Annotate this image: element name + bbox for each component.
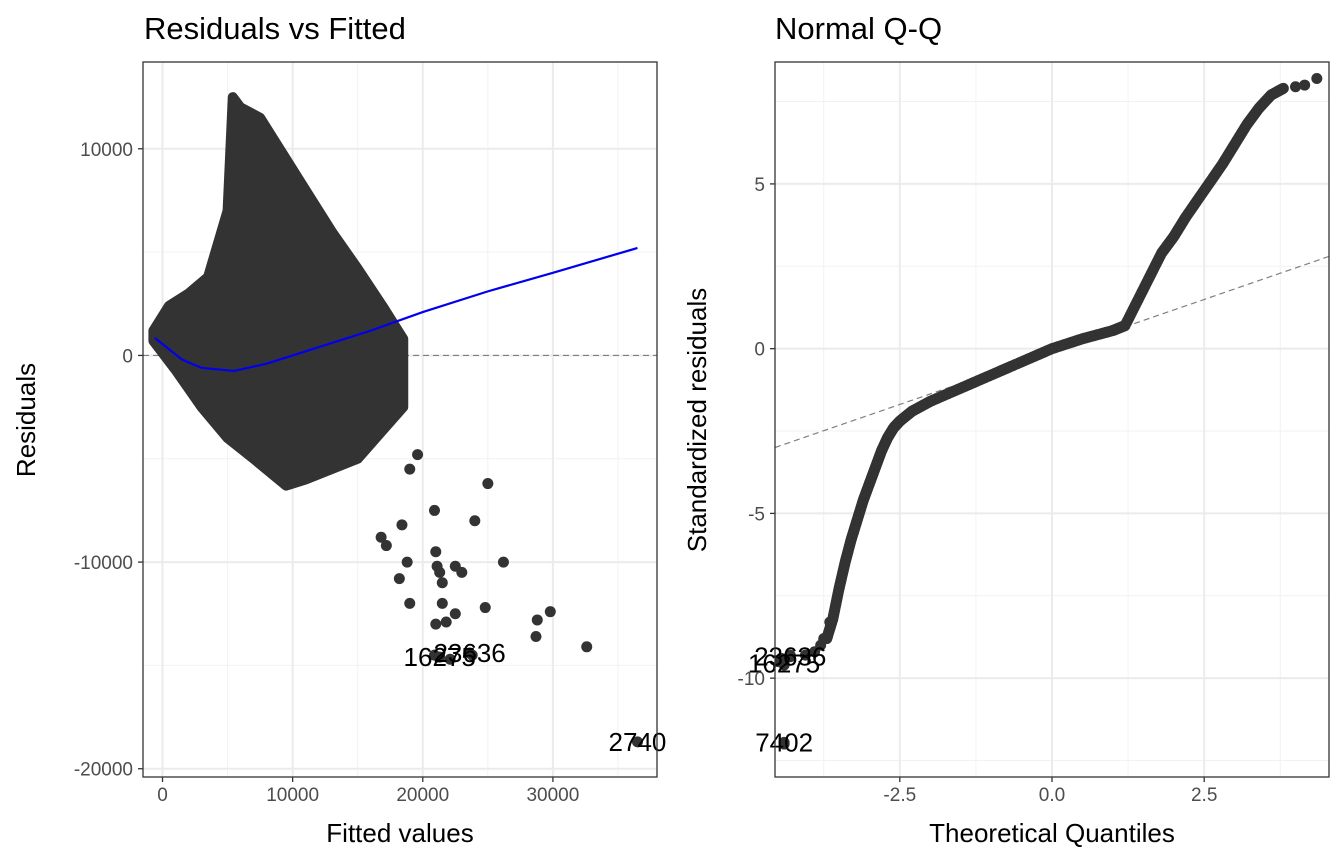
outlier-point bbox=[784, 651, 796, 663]
data-point bbox=[824, 616, 836, 628]
outlier-label: 7402 bbox=[755, 727, 813, 757]
x-tick-label: -2.5 bbox=[883, 785, 916, 806]
data-point bbox=[412, 449, 424, 461]
plot-area bbox=[143, 92, 657, 748]
data-point bbox=[440, 616, 452, 628]
y-axis-title: Residuals bbox=[11, 363, 41, 477]
x-tick-label: 30000 bbox=[526, 785, 579, 806]
data-point bbox=[444, 653, 456, 665]
outlier-point bbox=[631, 736, 643, 748]
data-point bbox=[428, 504, 440, 516]
normal-qq-panel: Normal Q-Q Theoretical Quantiles Standar… bbox=[682, 11, 1330, 848]
data-point bbox=[818, 633, 830, 645]
y-tick-label: -20000 bbox=[74, 760, 133, 781]
data-point bbox=[396, 519, 408, 531]
y-tick-label: -10 bbox=[738, 669, 765, 690]
data-point bbox=[479, 602, 491, 614]
outlier-label: 16275 bbox=[748, 648, 820, 678]
x-tick-label: 0 bbox=[157, 785, 168, 806]
x-axis-title: Fitted values bbox=[326, 818, 473, 848]
data-point bbox=[1311, 72, 1323, 84]
residuals-vs-fitted-panel: Residuals vs Fitted Fitted values Residu… bbox=[11, 11, 666, 848]
x-axis-title: Theoretical Quantiles bbox=[929, 818, 1175, 848]
data-point bbox=[404, 463, 416, 475]
data-point bbox=[799, 649, 811, 661]
outlier-label: 2740 bbox=[609, 727, 667, 757]
x-tick-label: 0.0 bbox=[1039, 785, 1065, 806]
y-tick-label: 0 bbox=[754, 340, 765, 361]
y-tick-label: 0 bbox=[122, 346, 133, 367]
data-point bbox=[436, 577, 448, 589]
data-point bbox=[430, 618, 442, 630]
data-point bbox=[401, 556, 413, 568]
chart-title: Residuals vs Fitted bbox=[144, 11, 406, 46]
data-point bbox=[1299, 79, 1311, 91]
data-point bbox=[469, 515, 481, 527]
chart-title: Normal Q-Q bbox=[775, 11, 942, 46]
data-point bbox=[482, 478, 494, 490]
data-point bbox=[431, 560, 443, 572]
x-tick-label: 2.5 bbox=[1191, 785, 1217, 806]
data-point bbox=[430, 546, 442, 558]
y-tick-label: -5 bbox=[748, 504, 765, 525]
data-point bbox=[380, 540, 392, 552]
data-point bbox=[393, 573, 405, 585]
data-point bbox=[375, 531, 387, 543]
x-tick-label: 10000 bbox=[266, 785, 319, 806]
data-point bbox=[449, 608, 461, 620]
y-tick-label: 5 bbox=[754, 175, 765, 196]
data-point bbox=[1290, 81, 1302, 93]
data-point bbox=[404, 597, 416, 609]
data-point bbox=[581, 641, 593, 653]
y-tick-label: -10000 bbox=[74, 553, 133, 574]
y-axis-title: Standardized residuals bbox=[682, 288, 712, 553]
point-cloud bbox=[148, 92, 409, 491]
outlier-point bbox=[434, 651, 446, 663]
outlier-point bbox=[464, 647, 476, 659]
data-point bbox=[456, 566, 468, 578]
outlier-label: 23636 bbox=[754, 642, 826, 672]
panel-border bbox=[142, 61, 658, 778]
outlier-point bbox=[778, 736, 790, 748]
outlier-label: 16275 bbox=[404, 642, 476, 672]
data-point bbox=[436, 597, 448, 609]
x-tick-label: 20000 bbox=[396, 785, 449, 806]
qq-point bbox=[1277, 82, 1289, 94]
data-point bbox=[544, 606, 556, 618]
y-tick-label: 10000 bbox=[80, 140, 133, 161]
outlier-label: 23636 bbox=[433, 638, 505, 668]
smooth-line bbox=[154, 246, 638, 373]
data-point bbox=[531, 614, 543, 626]
data-point bbox=[530, 630, 542, 642]
plot-area bbox=[775, 72, 1329, 750]
data-point bbox=[497, 556, 509, 568]
